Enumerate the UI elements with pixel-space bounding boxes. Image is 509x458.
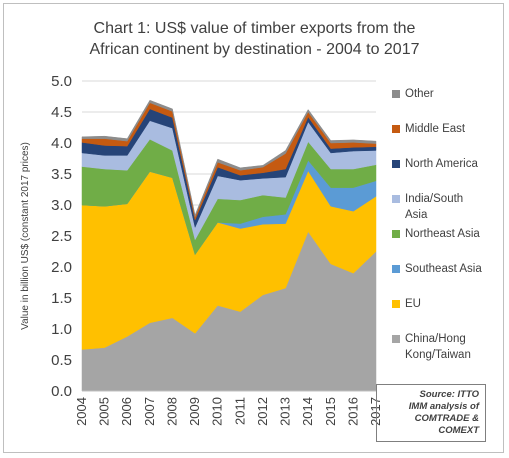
x-tick-label: 2007 <box>142 397 157 426</box>
x-tick-labels: 2004 2005 2006 2007 2008 2009 2010 2011 2012 2013… <box>74 397 383 426</box>
x-tick-label: 2013 <box>278 397 293 426</box>
area-series <box>81 99 377 392</box>
legend-label: China/Hong Kong/Taiwan <box>405 331 500 363</box>
x-tick-label: 2008 <box>164 397 179 426</box>
x-tick-label: 2017 <box>368 397 383 426</box>
stacked-area-chart: 0.00.51.01.52.02.53.03.54.04.55.0 2004 20… <box>20 73 383 426</box>
legend-label-line: EU <box>405 298 421 310</box>
legend-swatch <box>392 230 400 238</box>
y-tick-label: 2.0 <box>51 259 72 276</box>
legend-label-line: Southeast Asia <box>405 263 482 275</box>
y-tick-label: 1.5 <box>51 290 72 307</box>
source-note-line-1: Source: ITTO <box>419 389 479 400</box>
x-tick-label: 2006 <box>119 397 134 426</box>
legend-label-line: Asia <box>405 209 428 221</box>
y-tick-label: 4.5 <box>51 104 72 121</box>
x-tick-label: 2010 <box>210 397 225 426</box>
legend-label: Northeast Asia <box>405 226 500 242</box>
y-axis-title: Value in billion US$ (constant 2017 pric… <box>20 142 31 330</box>
legend-label-line: China/Hong <box>405 333 466 345</box>
legend-label-line: Other <box>405 88 434 100</box>
legend-swatch <box>392 125 400 133</box>
legend-label: North America <box>405 156 500 172</box>
legend-label: Southeast Asia <box>405 261 500 277</box>
y-tick-label: 4.0 <box>51 135 72 152</box>
y-tick-label: 0.5 <box>51 352 72 369</box>
legend-label: Other <box>405 86 500 102</box>
legend-swatch <box>392 195 400 203</box>
chart-frame: Chart 1: US$ value of timber exports fro… <box>3 3 504 453</box>
legend-label: India/South Asia <box>405 191 500 223</box>
x-tick-label: 2009 <box>187 397 202 426</box>
x-tick-label: 2012 <box>255 397 270 426</box>
legend-label-line: India/South <box>405 193 464 205</box>
source-note-line-4: COMEXT <box>438 425 479 436</box>
x-tick-label: 2016 <box>345 397 360 426</box>
legend-label-line: North America <box>405 158 478 170</box>
y-tick-label: 2.5 <box>51 228 72 245</box>
chart-title-line-2: African continent by destination - 2004 … <box>89 41 420 58</box>
legend-label: EU <box>405 296 500 312</box>
y-tick-label: 0.0 <box>51 383 72 400</box>
x-tick-label: 2004 <box>74 397 89 426</box>
legend-swatch <box>392 265 400 273</box>
x-tick-label: 2011 <box>232 397 247 425</box>
chart-title-line-1: Chart 1: US$ value of timber exports fro… <box>93 20 416 37</box>
y-tick-label: 3.0 <box>51 197 72 214</box>
source-note-line-2: IMM analysis of <box>408 401 479 412</box>
legend-swatch <box>392 90 400 98</box>
legend-swatch <box>392 300 400 308</box>
x-tick-label: 2005 <box>97 397 112 426</box>
y-tick-labels: 0.0 0.5 1.0 1.5 2.0 2.5 3.0 3.5 4.0 4.5 5.0 <box>51 73 72 400</box>
x-tick-label: 2014 <box>300 397 315 426</box>
legend-label-line: Middle East <box>405 123 466 135</box>
source-note-line-3: COMTRADE & <box>414 413 479 424</box>
y-tick-label: 3.5 <box>51 166 72 183</box>
legend-label-line: Northeast Asia <box>405 228 480 240</box>
y-tick-label: 5.0 <box>51 73 72 90</box>
legend-swatch <box>392 335 400 343</box>
y-tick-label: 1.0 <box>51 321 72 338</box>
legend-label-line: Kong/Taiwan <box>405 349 471 361</box>
x-tick-label: 2015 <box>323 397 338 426</box>
chart-title: Chart 1: US$ value of timber exports fro… <box>4 18 505 60</box>
legend-swatch <box>392 160 400 168</box>
area-other <box>81 99 377 218</box>
source-note: Source: ITTO IMM analysis of COMTRADE & … <box>376 384 486 442</box>
legend-label: Middle East <box>405 121 500 137</box>
